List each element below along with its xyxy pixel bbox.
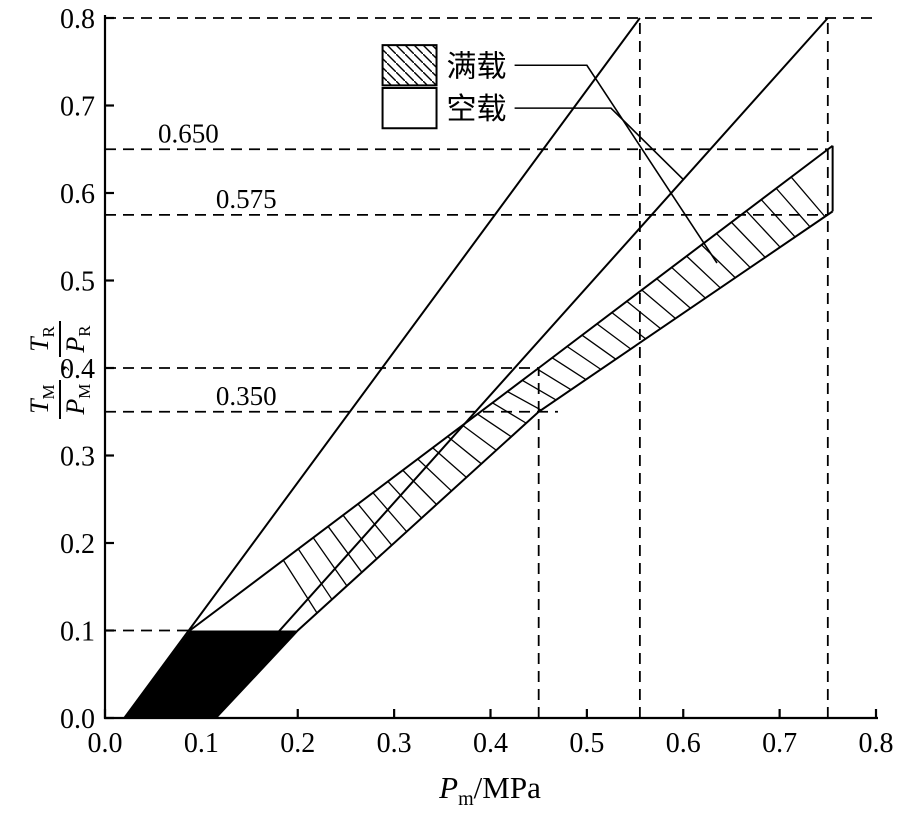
x-axis-subscript: m xyxy=(458,788,474,811)
hatch-line xyxy=(327,526,363,573)
hatch-line xyxy=(282,559,318,614)
y-tick-label: 0.1 xyxy=(60,617,95,648)
y-tick-label: 0.4 xyxy=(60,354,95,385)
fraction-numerator: TM xyxy=(25,384,59,414)
y-tick-label: 0.6 xyxy=(60,179,95,210)
y-tick-label: 0.0 xyxy=(60,704,95,735)
hatch-line xyxy=(686,255,721,289)
empty-load-upper-boundary xyxy=(123,17,641,719)
hatch-line xyxy=(566,345,602,370)
y-axis-title-separator: , xyxy=(41,364,72,372)
hatch-line xyxy=(626,300,662,330)
legend-swatch-hatched xyxy=(381,44,438,87)
full-load-upper-boundary xyxy=(189,144,834,632)
hatch-line xyxy=(432,447,467,478)
hatch-line xyxy=(402,469,437,505)
x-tick-label: 0.4 xyxy=(473,728,508,759)
hatch-line xyxy=(671,266,706,299)
fraction-numerator: TR xyxy=(25,326,59,352)
hatch-line xyxy=(551,357,587,381)
x-axis-unit: /MPa xyxy=(473,770,541,805)
legend-swatch-empty xyxy=(381,87,438,130)
x-axis-symbol: P xyxy=(439,770,459,805)
x-tick-label: 0.1 xyxy=(184,728,219,759)
tick-labels: 0.0 0.1 0.2 0.3 0.4 0.5 0.6 0.7 0.8 0.0 0.1 0.2 0.3 0… xyxy=(60,4,894,759)
hatch-line xyxy=(387,481,423,519)
hatch-line xyxy=(507,390,542,411)
legend-label: 满载 xyxy=(447,50,507,83)
empty-load-lower-boundary xyxy=(200,17,829,719)
hatch-line xyxy=(716,233,751,269)
boundary-lines xyxy=(123,17,834,719)
y-tick-label: 0.8 xyxy=(60,4,95,35)
y-axis-fraction-tr-pr: TR PR xyxy=(25,321,95,357)
hatch-line xyxy=(462,424,497,451)
hatch-line xyxy=(447,436,482,465)
x-tick-label: 0.6 xyxy=(666,728,701,759)
hatch-line xyxy=(656,278,691,309)
hatch-line xyxy=(477,413,512,438)
x-axis-title: Pm/MPa xyxy=(380,770,600,811)
y-tick-label: 0.5 xyxy=(60,267,95,298)
x-tick-label: 0.2 xyxy=(280,728,315,759)
hatch-line xyxy=(790,176,826,218)
hatch-line xyxy=(641,289,676,319)
full-load-lower-boundary xyxy=(215,210,834,719)
fraction-denominator: PM xyxy=(59,379,95,419)
hatch-line xyxy=(521,379,557,401)
hatch-line xyxy=(701,244,736,279)
hatch-line xyxy=(611,312,647,340)
x-tick-label: 0.5 xyxy=(569,728,604,759)
guide-label-0.350: 0.350 xyxy=(216,381,277,411)
legend-callout xyxy=(514,64,718,264)
hatch-line xyxy=(297,548,333,600)
y-tick-label: 0.3 xyxy=(60,442,95,473)
hatch-line xyxy=(730,221,766,258)
y-tick-label: 0.2 xyxy=(60,529,95,560)
y-axis-title: TM PM , TR PR xyxy=(25,265,95,475)
hatch-line xyxy=(745,210,781,248)
guide-labels: 0.650 0.575 0.350 xyxy=(158,118,277,411)
x-tick-label: 0.8 xyxy=(859,728,894,759)
guide-lines xyxy=(105,17,876,718)
guide-label-0.650: 0.650 xyxy=(158,118,219,148)
hatch-line xyxy=(581,334,617,360)
overlap-region xyxy=(124,630,298,718)
y-axis-fraction-tm-pm: TM PM xyxy=(25,379,95,419)
x-tick-label: 0.3 xyxy=(377,728,412,759)
axes xyxy=(103,15,878,720)
hatch-line xyxy=(372,492,408,533)
legend-label: 空载 xyxy=(447,93,507,126)
hatch-line xyxy=(312,537,348,587)
hatch-line xyxy=(536,368,572,391)
full-load-band-hatching xyxy=(282,176,826,614)
x-tick-label: 0.7 xyxy=(762,728,797,759)
hatch-line xyxy=(492,402,527,424)
hatch-line xyxy=(775,187,811,228)
legend-callout xyxy=(514,107,684,181)
hatch-line xyxy=(760,199,796,238)
y-tick-label: 0.7 xyxy=(60,92,95,123)
hatch-line xyxy=(417,458,452,492)
fraction-denominator: PR xyxy=(59,321,95,357)
guide-label-0.575: 0.575 xyxy=(216,184,277,214)
hatch-line xyxy=(342,514,378,560)
x-tick-label: 0.0 xyxy=(88,728,123,759)
hatch-line xyxy=(596,323,632,350)
